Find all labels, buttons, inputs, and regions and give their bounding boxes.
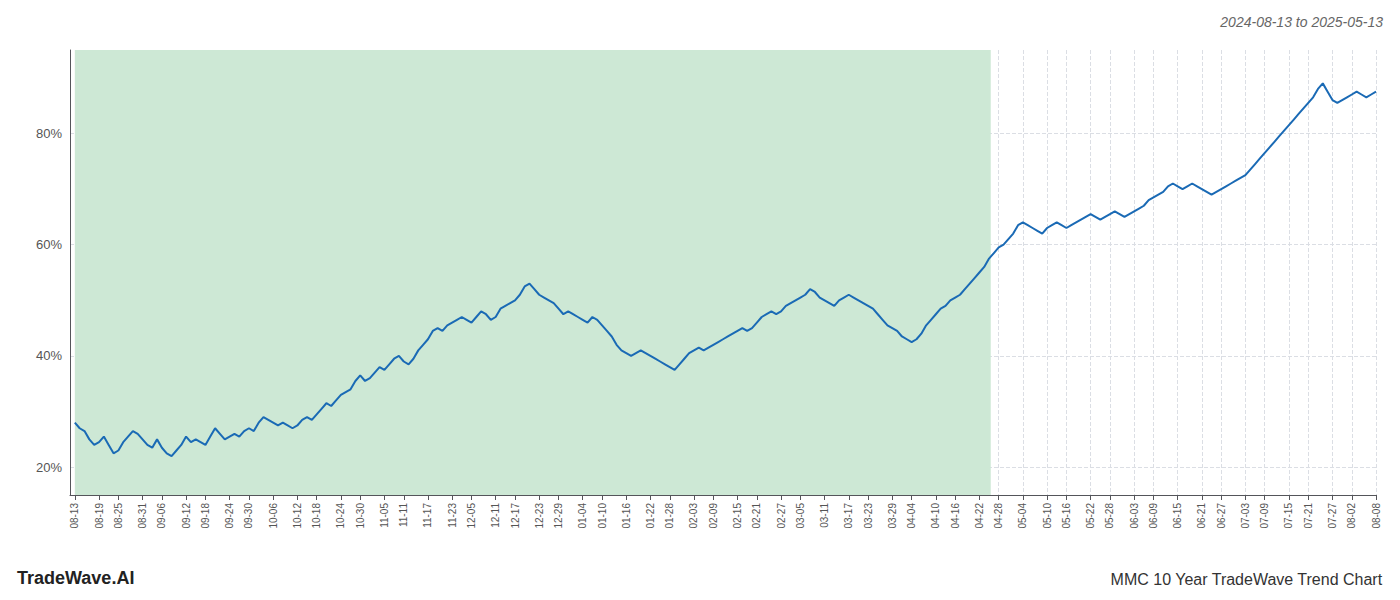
svg-text:06-21: 06-21	[1196, 503, 1207, 529]
svg-text:09-30: 09-30	[243, 503, 254, 529]
svg-text:06-03: 06-03	[1129, 503, 1140, 529]
svg-text:10-24: 10-24	[335, 503, 346, 529]
svg-text:06-09: 06-09	[1148, 503, 1159, 529]
svg-text:05-16: 05-16	[1061, 503, 1072, 529]
svg-text:08-19: 08-19	[94, 503, 105, 529]
svg-text:06-27: 06-27	[1216, 503, 1227, 529]
svg-text:01-10: 01-10	[597, 503, 608, 529]
svg-text:10-12: 10-12	[292, 503, 303, 529]
svg-text:08-31: 08-31	[137, 503, 148, 529]
svg-text:05-10: 05-10	[1042, 503, 1053, 529]
svg-text:12-11: 12-11	[490, 503, 501, 528]
svg-text:01-28: 01-28	[664, 503, 675, 529]
svg-text:03-11: 03-11	[819, 503, 830, 528]
svg-text:07-21: 07-21	[1303, 503, 1314, 529]
svg-text:07-03: 07-03	[1240, 503, 1251, 529]
svg-text:08-08: 08-08	[1371, 503, 1382, 529]
svg-text:2024-08-13 to 2025-05-13: 2024-08-13 to 2025-05-13	[1219, 14, 1383, 30]
svg-text:08-25: 08-25	[113, 503, 124, 529]
svg-text:11-23: 11-23	[447, 503, 458, 528]
svg-text:01-22: 01-22	[645, 503, 656, 529]
svg-text:08-02: 08-02	[1346, 503, 1357, 529]
svg-text:07-15: 07-15	[1283, 503, 1294, 529]
svg-text:TradeWave.AI: TradeWave.AI	[17, 568, 134, 588]
svg-text:12-05: 12-05	[466, 503, 477, 529]
svg-text:03-23: 03-23	[863, 503, 874, 529]
svg-text:03-29: 03-29	[887, 503, 898, 529]
svg-text:20%: 20%	[36, 460, 62, 475]
svg-text:12-29: 12-29	[553, 503, 564, 529]
svg-text:10-30: 10-30	[355, 503, 366, 529]
svg-text:02-09: 02-09	[708, 503, 719, 529]
svg-text:10-18: 10-18	[311, 503, 322, 529]
svg-text:60%: 60%	[36, 237, 62, 252]
svg-text:02-15: 02-15	[732, 503, 743, 529]
svg-text:10-06: 10-06	[268, 503, 279, 529]
svg-text:09-24: 09-24	[224, 503, 235, 529]
svg-text:03-05: 03-05	[795, 503, 806, 529]
svg-text:04-04: 04-04	[906, 503, 917, 529]
svg-text:04-16: 04-16	[950, 503, 961, 529]
svg-text:80%: 80%	[36, 126, 62, 141]
svg-text:02-03: 02-03	[688, 503, 699, 529]
svg-text:40%: 40%	[36, 348, 62, 363]
svg-text:04-28: 04-28	[993, 503, 1004, 529]
svg-text:11-11: 11-11	[398, 503, 409, 528]
svg-text:02-21: 02-21	[751, 503, 762, 529]
svg-text:05-04: 05-04	[1017, 503, 1028, 529]
svg-text:06-15: 06-15	[1172, 503, 1183, 529]
svg-text:02-27: 02-27	[776, 503, 787, 529]
svg-text:04-10: 04-10	[930, 503, 941, 529]
svg-text:12-23: 12-23	[534, 503, 545, 529]
svg-text:09-06: 09-06	[156, 503, 167, 529]
svg-text:03-17: 03-17	[843, 503, 854, 529]
svg-text:04-22: 04-22	[974, 503, 985, 529]
svg-text:12-17: 12-17	[510, 503, 521, 529]
svg-text:MMC 10 Year TradeWave Trend Ch: MMC 10 Year TradeWave Trend Chart	[1111, 571, 1383, 588]
svg-text:01-16: 01-16	[621, 503, 632, 529]
svg-text:11-17: 11-17	[422, 503, 433, 528]
svg-text:09-12: 09-12	[181, 503, 192, 529]
svg-text:07-09: 07-09	[1259, 503, 1270, 529]
svg-text:01-04: 01-04	[577, 503, 588, 529]
svg-text:09-18: 09-18	[200, 503, 211, 529]
svg-text:05-28: 05-28	[1104, 503, 1115, 529]
svg-text:05-22: 05-22	[1085, 503, 1096, 529]
svg-text:07-27: 07-27	[1327, 503, 1338, 529]
svg-text:11-05: 11-05	[379, 503, 390, 528]
svg-text:08-13: 08-13	[69, 503, 80, 529]
